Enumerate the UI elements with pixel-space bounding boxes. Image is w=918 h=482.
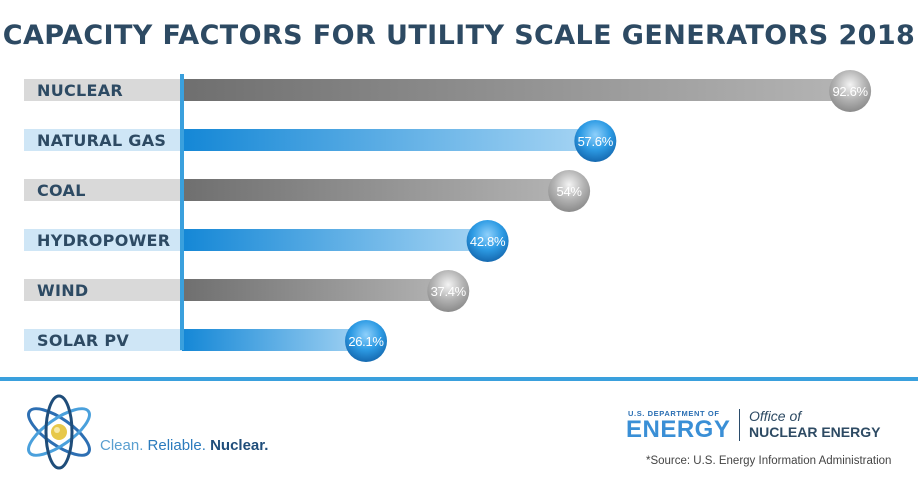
category-label: NATURAL GAS	[37, 131, 166, 150]
atom-logo-icon	[27, 394, 91, 470]
source-note: *Source: U.S. Energy Information Adminis…	[646, 455, 892, 467]
y-axis-line	[180, 74, 184, 350]
bar-end-bubble	[427, 270, 470, 312]
category-label-bg	[24, 79, 182, 101]
category-label-bg	[24, 329, 182, 351]
bar-row: HYDROPOWER 42.8%	[24, 220, 509, 262]
value-label: 37.4%	[431, 284, 467, 299]
bars-layer: NUCLEAR 92.6% NATURAL GAS 57.6% COAL 54% HYDRO…	[24, 70, 872, 362]
category-label: NUCLEAR	[37, 81, 123, 100]
value-label: 42.8%	[470, 234, 506, 249]
nuclear-energy-label: NUCLEAR ENERGY	[749, 424, 881, 440]
bar-row: WIND 37.4%	[24, 270, 470, 312]
bar-row: COAL 54%	[24, 170, 591, 212]
value-label: 92.6%	[832, 84, 868, 99]
category-label: COAL	[37, 181, 86, 200]
bar	[182, 179, 576, 201]
logo-separator	[739, 409, 740, 441]
bar-row: NATURAL GAS 57.6%	[24, 120, 617, 162]
chart-title: CAPACITY FACTORS FOR UTILITY SCALE GENER…	[2, 20, 916, 51]
bar-row: SOLAR PV 26.1%	[24, 320, 388, 362]
bar-chart: NUCLEAR 92.6% NATURAL GAS 57.6% COAL 54% HYDRO…	[24, 70, 872, 362]
value-label: 26.1%	[348, 334, 384, 349]
tagline-reliable: Reliable.	[147, 437, 206, 454]
bar	[182, 229, 494, 251]
tagline-nuclear: Nuclear.	[210, 437, 269, 454]
bar-end-bubble	[466, 220, 509, 262]
category-label-bg	[24, 129, 182, 151]
footer-divider	[0, 377, 918, 381]
category-label-bg	[24, 229, 182, 251]
tagline-clean: Clean.	[100, 437, 144, 454]
category-label: WIND	[37, 281, 88, 300]
doe-department-label: U.S. DEPARTMENT OF	[628, 409, 720, 418]
tagline: Clean. Reliable. Nuclear.	[100, 437, 268, 454]
bar	[182, 279, 455, 301]
bar-end-bubble	[574, 120, 617, 162]
bar-end-bubble	[548, 170, 591, 212]
category-label: SOLAR PV	[37, 331, 129, 350]
value-label: 57.6%	[578, 134, 614, 149]
category-label-bg	[24, 279, 182, 301]
bar	[182, 79, 857, 101]
bar-end-bubble	[829, 70, 872, 112]
category-label: HYDROPOWER	[37, 231, 170, 250]
value-label: 54%	[557, 184, 583, 199]
bar	[182, 129, 602, 151]
category-label-bg	[24, 179, 182, 201]
bar-end-bubble	[345, 320, 388, 362]
doe-energy-logo: ENERGY	[626, 416, 731, 443]
bar	[182, 329, 373, 351]
bar-row: NUCLEAR 92.6%	[24, 70, 872, 112]
office-of-label: Office of	[749, 408, 802, 424]
